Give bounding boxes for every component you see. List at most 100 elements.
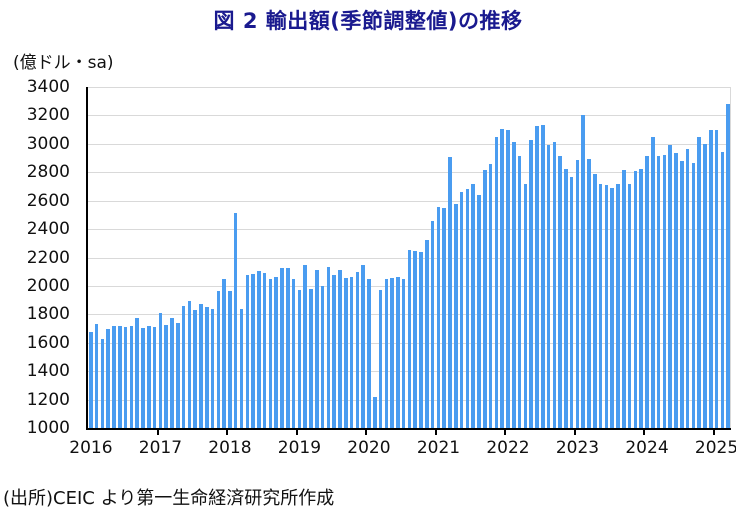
bar <box>378 290 383 428</box>
y-axis-label: 3400 <box>26 77 70 97</box>
bar <box>459 192 464 428</box>
bar <box>326 266 331 428</box>
gridline-3200 <box>88 115 731 117</box>
bar <box>268 278 273 428</box>
figure-title: 図 2 輸出額(季節調整値)の推移 <box>213 9 523 33</box>
x-axis-label: 2021 <box>416 438 461 458</box>
bar <box>100 338 105 428</box>
bar <box>291 278 296 428</box>
bar <box>361 264 365 428</box>
bar <box>552 142 557 428</box>
bar <box>419 251 423 428</box>
bar <box>396 276 400 428</box>
bar <box>720 152 725 428</box>
y-axis-label: 1800 <box>26 304 70 325</box>
bar <box>639 169 643 428</box>
bar <box>332 275 336 428</box>
bar <box>367 278 371 428</box>
x-axis-label: 2023 <box>555 438 600 458</box>
bar <box>407 250 412 428</box>
bar <box>216 290 221 428</box>
bar <box>286 268 290 428</box>
bar <box>239 309 244 428</box>
bar <box>413 251 418 428</box>
bar <box>535 126 539 428</box>
y-axis-label: 1400 <box>26 361 70 382</box>
bar <box>483 170 487 428</box>
bar <box>691 163 696 428</box>
bar <box>517 155 522 428</box>
bar <box>471 183 475 428</box>
bar <box>425 239 429 428</box>
bar <box>228 290 232 428</box>
bar <box>465 188 470 428</box>
x-axis-line <box>86 428 731 430</box>
gridline-2400 <box>88 229 731 231</box>
y-axis-unit-label: (億ドル・sa) <box>13 53 114 73</box>
bar <box>494 136 499 428</box>
x-axis-tick <box>504 430 507 435</box>
bar <box>94 324 99 428</box>
bar <box>546 145 551 428</box>
gridline-2600 <box>88 200 731 202</box>
y-axis-label: 1000 <box>26 418 70 438</box>
bar <box>430 220 435 428</box>
x-axis-tick <box>712 430 715 435</box>
bar <box>141 327 145 428</box>
bar <box>262 273 267 428</box>
bar <box>170 317 174 428</box>
bar <box>697 137 701 428</box>
bar <box>575 160 580 428</box>
bar <box>598 184 603 428</box>
bar <box>564 169 568 428</box>
x-axis-tick <box>434 430 437 435</box>
bar <box>193 310 197 428</box>
y-axis-label: 3000 <box>26 133 70 154</box>
bar <box>233 213 238 428</box>
y-axis-label: 2200 <box>26 247 70 268</box>
bar <box>668 145 672 428</box>
x-axis-label: 2019 <box>277 438 322 458</box>
bar <box>257 271 261 428</box>
bar <box>685 148 690 428</box>
bar <box>558 155 562 428</box>
bar <box>703 143 707 428</box>
bar <box>187 300 192 428</box>
x-axis-tick <box>226 430 229 435</box>
bar <box>581 114 586 428</box>
bar <box>210 309 215 428</box>
bar <box>355 272 360 428</box>
gridline-2800 <box>88 172 731 174</box>
bar <box>726 104 730 428</box>
bar <box>274 277 279 428</box>
bar <box>245 275 250 428</box>
bar <box>679 160 684 428</box>
y-axis-label: 2600 <box>26 190 70 211</box>
bar <box>89 332 93 428</box>
bar <box>135 317 140 428</box>
bar <box>158 312 163 428</box>
bar <box>320 285 325 428</box>
bar <box>622 170 626 428</box>
bar <box>529 139 533 428</box>
y-axis-label: 2800 <box>26 162 70 183</box>
bar <box>477 194 481 428</box>
bar <box>448 156 452 428</box>
y-axis-label: 2400 <box>26 219 70 240</box>
bar <box>118 325 122 428</box>
bar <box>633 170 638 428</box>
bar <box>372 397 377 428</box>
x-axis-tick <box>643 430 646 435</box>
x-axis-label: 2024 <box>625 438 669 458</box>
gridline-3000 <box>88 143 731 145</box>
bar <box>309 288 313 428</box>
bar <box>349 276 354 428</box>
x-axis-label: 2018 <box>208 438 252 458</box>
bar <box>454 203 458 428</box>
bar <box>662 155 667 428</box>
bar <box>338 270 342 428</box>
x-axis-label: 2017 <box>138 438 183 458</box>
bar <box>164 325 168 428</box>
plot-area <box>86 87 731 435</box>
